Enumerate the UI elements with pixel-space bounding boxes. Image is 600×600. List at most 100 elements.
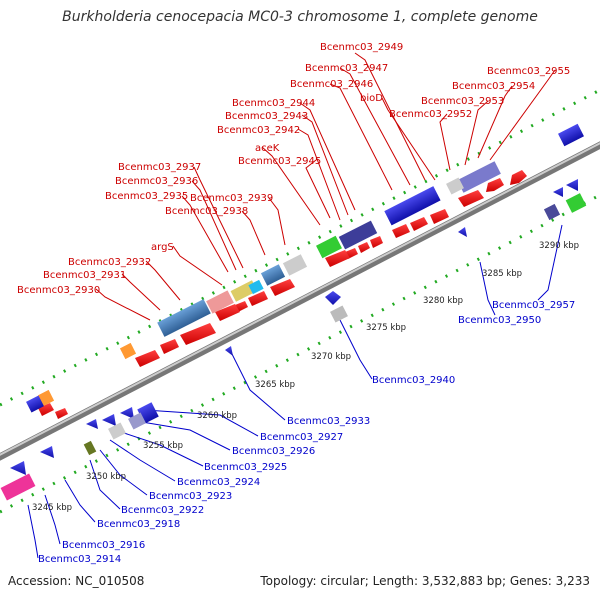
gene-label[interactable]: Bcenmc03_2937 bbox=[118, 162, 201, 173]
gene-2933[interactable] bbox=[225, 346, 233, 356]
gene-label[interactable]: Bcenmc03_2955 bbox=[487, 66, 570, 77]
bottom-label-leaders bbox=[27, 224, 563, 559]
gene-2943[interactable] bbox=[358, 242, 370, 253]
gene-label[interactable]: Bcenmc03_2949 bbox=[320, 42, 403, 53]
gene-label[interactable]: Bcenmc03_2946 bbox=[290, 79, 373, 90]
gene-2932[interactable] bbox=[180, 323, 216, 345]
block-2939[interactable] bbox=[282, 254, 308, 276]
gene-label[interactable]: Bcenmc03_2940 bbox=[372, 375, 455, 386]
gene-2924[interactable] bbox=[86, 419, 98, 429]
gene-2946[interactable] bbox=[410, 217, 428, 231]
gene-label[interactable]: Bcenmc03_2914 bbox=[38, 554, 121, 565]
gene-label[interactable]: Bcenmc03_2939 bbox=[190, 193, 273, 204]
gene-2957-green[interactable] bbox=[565, 193, 587, 213]
block-bioD[interactable] bbox=[384, 186, 441, 226]
tick-label: 3285 kbp bbox=[482, 269, 522, 279]
gene-label[interactable]: Bcenmc03_2936 bbox=[115, 176, 198, 187]
gene-2950[interactable] bbox=[458, 227, 467, 237]
tick-label: 3245 kbp bbox=[32, 503, 72, 513]
gene-2940-b[interactable] bbox=[330, 305, 348, 323]
gene-label[interactable]: Bcenmc03_2932 bbox=[68, 257, 151, 268]
gene-2914[interactable] bbox=[10, 461, 26, 475]
gene-label[interactable]: argS bbox=[151, 242, 174, 253]
gene-2922[interactable] bbox=[108, 422, 126, 440]
gene-2944[interactable] bbox=[370, 236, 383, 248]
gene-label[interactable]: Bcenmc03_2922 bbox=[121, 505, 204, 516]
block-navy-a[interactable] bbox=[26, 395, 44, 413]
gene-label[interactable]: Bcenmc03_2916 bbox=[62, 540, 145, 551]
gene-2918[interactable] bbox=[83, 440, 97, 456]
block-2955[interactable] bbox=[558, 123, 584, 147]
block-2944[interactable] bbox=[338, 220, 378, 250]
gene-label[interactable]: Bcenmc03_2933 bbox=[287, 416, 370, 427]
gene-2923[interactable] bbox=[128, 412, 146, 430]
gene-2914-pink[interactable] bbox=[0, 473, 36, 501]
top-label-leaders bbox=[95, 52, 556, 321]
tick-label: 3255 kbp bbox=[143, 441, 183, 451]
gene-2931[interactable] bbox=[160, 339, 179, 354]
gene-label[interactable]: Bcenmc03_2950 bbox=[458, 315, 541, 326]
gene-label[interactable]: Bcenmc03_2953 bbox=[421, 96, 504, 107]
block-2932[interactable] bbox=[157, 299, 211, 337]
gene-label[interactable]: Bcenmc03_2943 bbox=[225, 111, 308, 122]
gene-label[interactable]: Bcenmc03_2930 bbox=[17, 285, 100, 296]
gene-2925[interactable] bbox=[102, 414, 116, 426]
gene-2957-purple[interactable] bbox=[543, 203, 561, 221]
gene-2940-a[interactable] bbox=[325, 291, 341, 305]
gene-2957-a[interactable] bbox=[566, 179, 578, 191]
gene-aceK[interactable] bbox=[325, 250, 350, 267]
block-2953[interactable] bbox=[457, 161, 501, 193]
gene-fwd-a[interactable] bbox=[38, 403, 54, 416]
forward-strand-genes bbox=[38, 170, 527, 419]
block-2930[interactable] bbox=[119, 342, 137, 360]
gene-label[interactable]: Bcenmc03_2931 bbox=[43, 270, 126, 281]
gene-2955[interactable] bbox=[510, 170, 527, 185]
gene-label[interactable]: Bcenmc03_2952 bbox=[389, 109, 472, 120]
gene-label[interactable]: Bcenmc03_2935 bbox=[105, 191, 188, 202]
gene-label[interactable]: Bcenmc03_2925 bbox=[204, 462, 287, 473]
gene-label[interactable]: Bcenmc03_2923 bbox=[149, 491, 232, 502]
gene-label[interactable]: Bcenmc03_2944 bbox=[232, 98, 315, 109]
gene-2926[interactable] bbox=[120, 407, 134, 419]
gene-label[interactable]: Bcenmc03_2945 bbox=[238, 156, 321, 167]
gene-2916[interactable] bbox=[40, 446, 54, 458]
gene-label[interactable]: Bcenmc03_2926 bbox=[232, 446, 315, 457]
gene-label[interactable]: Bcenmc03_2947 bbox=[305, 63, 388, 74]
reverse-strand-genes bbox=[0, 179, 587, 501]
tick-track-outer bbox=[0, 88, 600, 407]
gene-label[interactable]: Bcenmc03_2924 bbox=[177, 477, 260, 488]
gene-2939[interactable] bbox=[270, 279, 295, 296]
gene-2947[interactable] bbox=[392, 224, 410, 238]
gene-label[interactable]: Bcenmc03_2942 bbox=[217, 125, 300, 136]
gene-bioD[interactable] bbox=[430, 209, 449, 224]
block-orange-a[interactable] bbox=[37, 389, 55, 407]
tick-label: 3265 kbp bbox=[255, 380, 295, 390]
gene-label[interactable]: Bcenmc03_2927 bbox=[260, 432, 343, 443]
gene-fwd-b[interactable] bbox=[55, 408, 68, 419]
gene-label[interactable]: Bcenmc03_2957 bbox=[492, 300, 575, 311]
gene-label[interactable]: Bcenmc03_2938 bbox=[165, 206, 248, 217]
gene-2938[interactable] bbox=[248, 291, 268, 306]
genome-summary-text: Topology: circular; Length: 3,532,883 bp… bbox=[260, 574, 590, 588]
tick-label: 3280 kbp bbox=[423, 296, 463, 306]
tick-label: 3250 kbp bbox=[86, 472, 126, 482]
gene-label[interactable]: Bcenmc03_2918 bbox=[97, 519, 180, 530]
gene-2957-b[interactable] bbox=[553, 187, 563, 197]
gene-label[interactable]: aceK bbox=[255, 143, 280, 154]
block-2952[interactable] bbox=[446, 177, 464, 195]
tick-tracks bbox=[0, 88, 600, 514]
gene-label[interactable]: bioD bbox=[360, 93, 383, 104]
gene-2954[interactable] bbox=[486, 178, 504, 192]
block-2937[interactable] bbox=[248, 279, 264, 295]
gene-argS[interactable] bbox=[215, 304, 240, 321]
tick-label: 3260 kbp bbox=[197, 411, 237, 421]
tick-label: 3270 kbp bbox=[311, 352, 351, 362]
gene-2952[interactable] bbox=[458, 190, 484, 207]
block-2938[interactable] bbox=[260, 264, 286, 286]
block-2935[interactable] bbox=[206, 290, 234, 314]
block-2945[interactable] bbox=[316, 235, 342, 259]
gene-2930[interactable] bbox=[135, 350, 160, 367]
gene-label[interactable]: Bcenmc03_2954 bbox=[452, 81, 535, 92]
